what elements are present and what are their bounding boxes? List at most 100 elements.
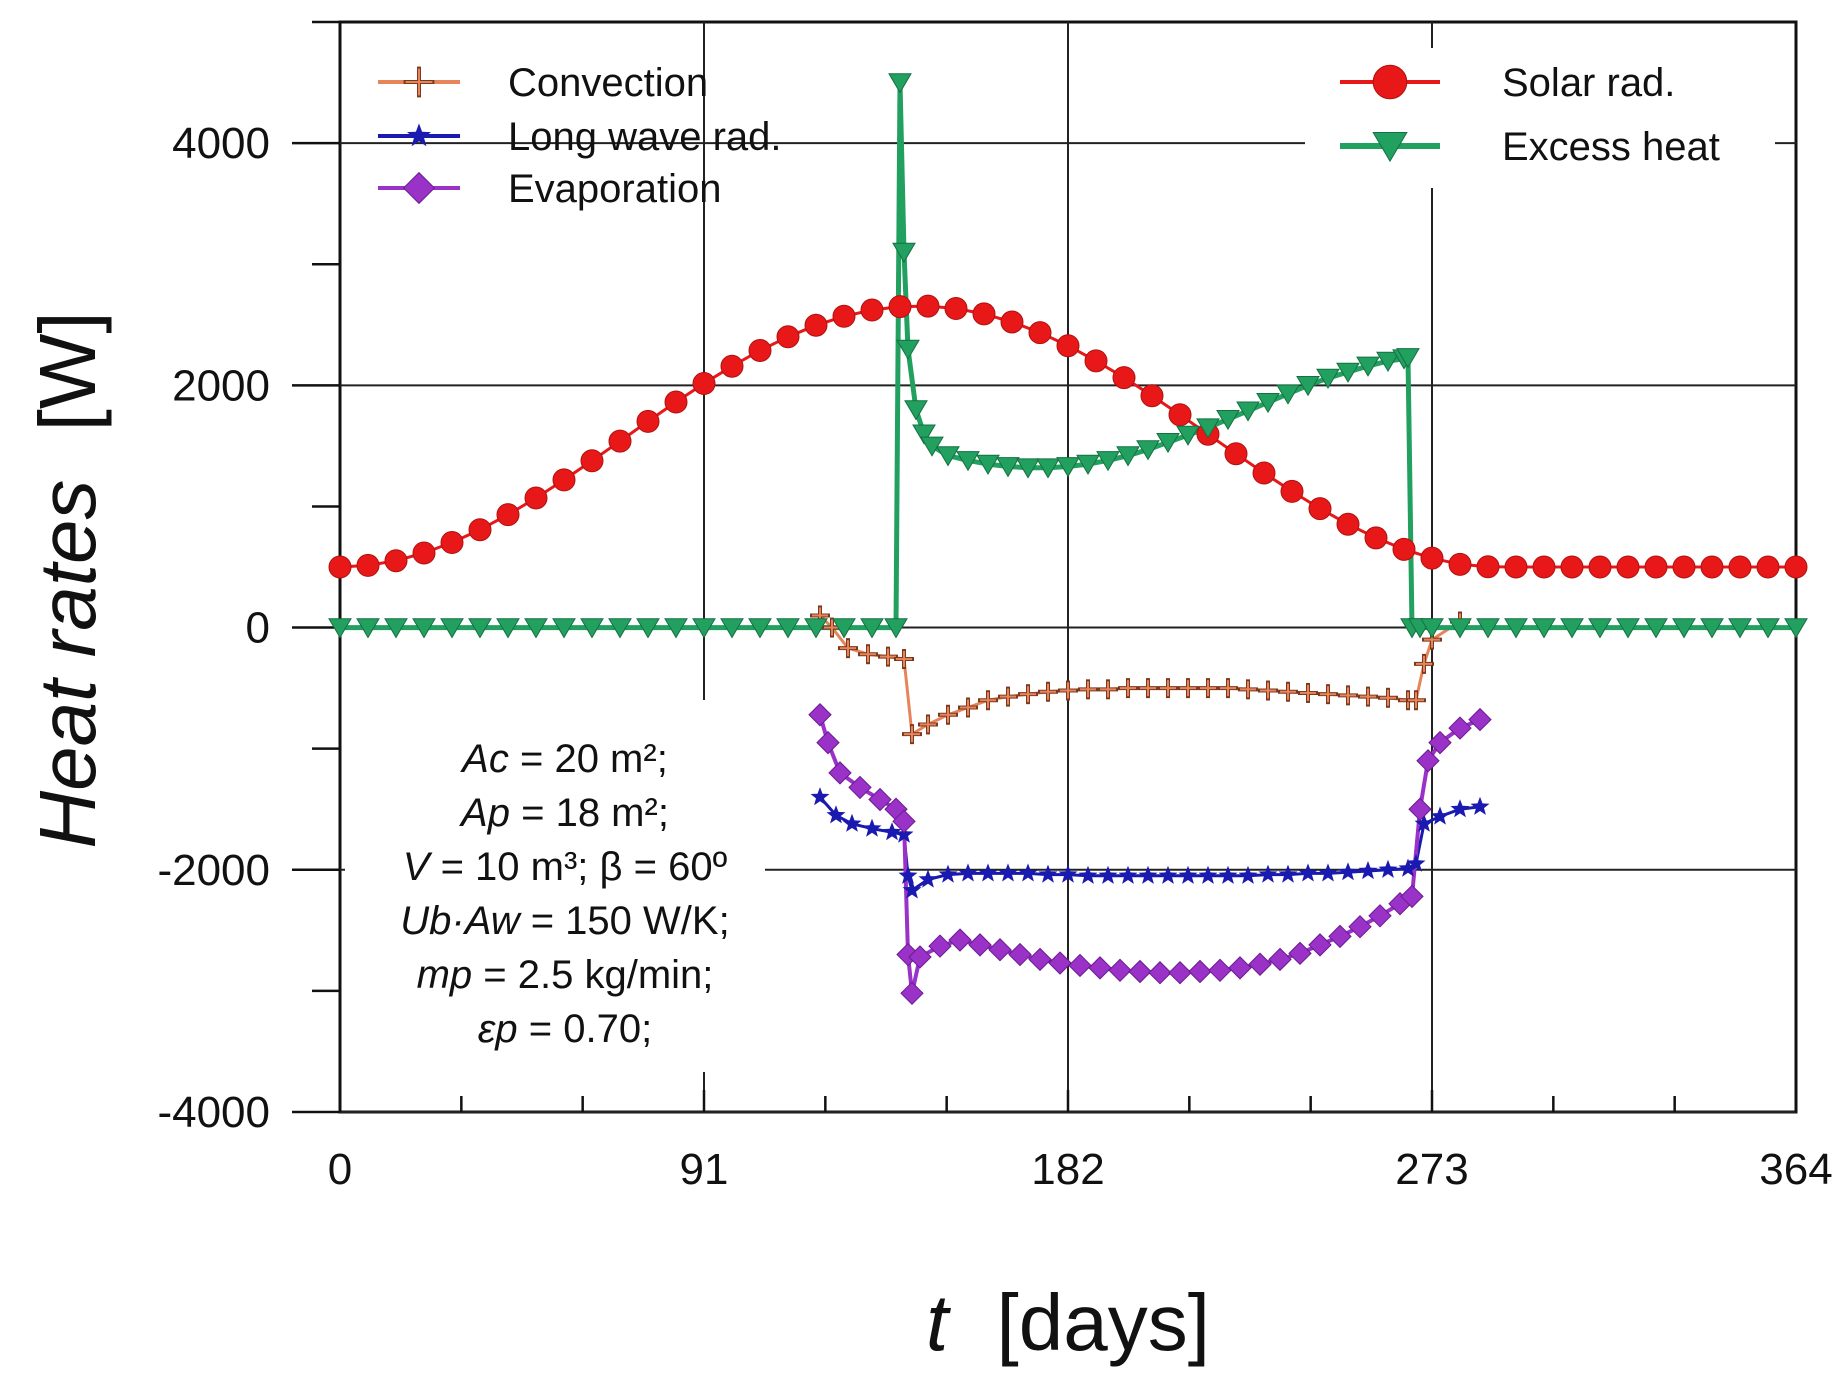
marker-evaporation	[1248, 952, 1272, 976]
marker-convection	[1238, 679, 1258, 700]
marker-evaporation	[1400, 884, 1424, 909]
marker-excess-heat	[1176, 425, 1200, 446]
marker-long-wave-rad	[882, 822, 902, 841]
marker-long-wave-rad	[1414, 813, 1434, 832]
marker-solar-rad	[1280, 479, 1304, 503]
marker-convection	[1058, 680, 1078, 701]
marker-solar-rad	[832, 304, 856, 328]
marker-convection	[1018, 684, 1038, 705]
legend-symbol	[402, 171, 436, 205]
marker-solar-rad	[1168, 403, 1192, 427]
legend-label-convection: Convection	[508, 61, 708, 105]
marker-convection	[878, 646, 898, 667]
marker-convection	[1258, 680, 1278, 701]
marker-long-wave-rad	[862, 818, 882, 837]
marker-convection	[858, 644, 878, 665]
marker-convection	[958, 697, 978, 718]
marker-excess-heat	[636, 618, 660, 639]
marker-excess-heat	[936, 446, 960, 467]
marker-solar-rad	[412, 541, 436, 565]
x-tick-label: 91	[680, 1145, 729, 1194]
marker-long-wave-rad	[1158, 865, 1178, 884]
marker-excess-heat	[1036, 458, 1060, 479]
marker-convection	[1078, 679, 1098, 700]
marker-evaporation	[1208, 958, 1232, 983]
marker-excess-heat	[1336, 362, 1360, 383]
marker-solar-rad	[1028, 321, 1052, 345]
marker-excess-heat	[468, 618, 492, 639]
marker-long-wave-rad	[1138, 865, 1158, 884]
marker-excess-heat	[580, 618, 604, 639]
marker-long-wave-rad	[1118, 865, 1138, 884]
marker-excess-heat	[1016, 458, 1040, 479]
marker-convection	[1038, 681, 1058, 702]
marker-long-wave-rad	[1398, 858, 1418, 877]
marker-excess-heat	[692, 618, 716, 639]
marker-evaporation	[928, 934, 952, 958]
marker-excess-heat	[776, 618, 800, 639]
marker-excess-heat	[412, 618, 436, 639]
marker-evaporation	[816, 730, 840, 755]
marker-solar-rad	[720, 354, 744, 378]
marker-solar-rad	[1644, 555, 1668, 579]
marker-long-wave-rad	[918, 869, 938, 888]
marker-long-wave-rad	[1098, 865, 1118, 884]
marker-excess-heat	[904, 400, 928, 421]
marker-excess-heat	[1560, 618, 1584, 639]
param-ub-aw: Ub·Aw = 150 W/K;	[400, 899, 729, 943]
marker-convection	[1198, 678, 1218, 699]
marker-long-wave-rad	[938, 864, 958, 883]
marker-evaporation	[1048, 951, 1072, 975]
marker-solar-rad	[552, 468, 576, 492]
legend-symbol	[403, 66, 435, 98]
legend-label-evaporation: Evaporation	[508, 167, 721, 211]
marker-excess-heat	[1672, 618, 1696, 639]
marker-convection	[1098, 679, 1118, 700]
marker-long-wave-rad	[1058, 864, 1078, 883]
marker-solar-rad	[1588, 555, 1612, 579]
marker-evaporation	[988, 938, 1012, 962]
marker-long-wave-rad	[1430, 806, 1450, 825]
marker-solar-rad	[328, 555, 352, 579]
marker-excess-heat	[1296, 376, 1320, 397]
marker-long-wave-rad	[1406, 853, 1426, 872]
marker-excess-heat	[1784, 618, 1808, 639]
legend-marker-solar	[1372, 64, 1408, 100]
marker-evaporation	[892, 809, 916, 834]
marker-long-wave-rad	[1218, 865, 1238, 884]
y-axis-var: Heat rates	[23, 480, 112, 849]
legend-symbol	[1372, 132, 1408, 163]
param-ap: Ap = 18 m²;	[459, 791, 669, 835]
marker-long-wave-rad	[1278, 864, 1298, 883]
marker-convection	[1298, 682, 1318, 703]
marker-excess-heat	[1156, 432, 1180, 454]
legend-marker-long-wave	[407, 123, 431, 147]
legend-symbol	[1372, 64, 1408, 100]
marker-excess-heat	[1700, 618, 1724, 639]
marker-solar-rad	[1700, 555, 1724, 579]
marker-evaporation	[1428, 730, 1452, 755]
marker-solar-rad	[636, 409, 660, 433]
marker-excess-heat	[384, 618, 408, 639]
marker-solar-rad	[1728, 555, 1752, 579]
legend-marker-convection	[403, 66, 435, 98]
marker-evaporation	[1008, 942, 1032, 967]
marker-convection	[978, 690, 998, 711]
y-tick-label: 4000	[172, 119, 270, 168]
marker-excess-heat	[912, 424, 936, 445]
marker-excess-heat	[1616, 618, 1640, 639]
marker-long-wave-rad	[1318, 863, 1338, 882]
marker-excess-heat	[996, 457, 1020, 478]
marker-convection	[1378, 687, 1398, 708]
marker-solar-rad	[664, 390, 688, 414]
marker-excess-heat	[1116, 446, 1140, 467]
marker-excess-heat	[1276, 384, 1300, 405]
x-tick-label: 364	[1759, 1145, 1832, 1194]
marker-convection	[902, 724, 922, 745]
legend-marker-excess	[1372, 132, 1408, 163]
marker-evaporation	[900, 981, 924, 1006]
marker-convection	[1338, 685, 1358, 706]
parameter-annotation: Ac = 20 m²; Ap = 18 m²; V = 10 m³; β = 6…	[345, 700, 765, 1072]
y-tick-label: 2000	[172, 361, 270, 410]
